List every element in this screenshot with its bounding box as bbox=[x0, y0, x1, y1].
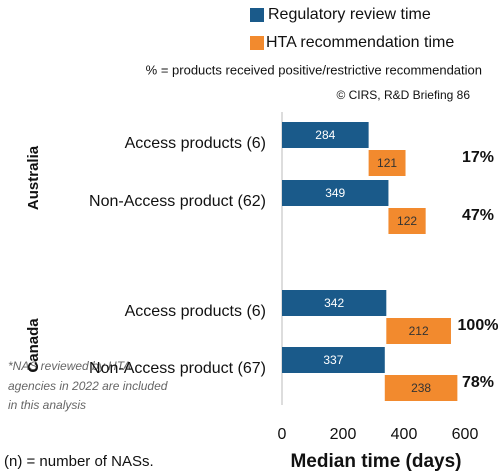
bar bbox=[282, 122, 369, 148]
group-label: Australia bbox=[25, 145, 42, 210]
share-label: 17% bbox=[462, 149, 494, 166]
category-label: Access products (6) bbox=[125, 303, 266, 320]
group-label: Canada bbox=[25, 318, 42, 373]
source: © CIRS, R&D Briefing 86 bbox=[336, 88, 470, 102]
bar bbox=[384, 375, 458, 401]
x-tick-label: 200 bbox=[330, 426, 357, 443]
key: (n) = number of NASs. bbox=[4, 453, 154, 470]
x-tick-label: 600 bbox=[452, 426, 479, 443]
share-label: 100% bbox=[458, 317, 499, 334]
bar bbox=[282, 180, 389, 206]
footnote: *NAS reviewed by HTA bbox=[8, 359, 131, 373]
bar bbox=[388, 208, 426, 234]
x-tick-label: 400 bbox=[391, 426, 418, 443]
value-label: 212 bbox=[409, 324, 429, 338]
value-label: 342 bbox=[324, 296, 344, 310]
legend-label: HTA recommendation time bbox=[266, 34, 454, 51]
legend-swatch bbox=[250, 8, 264, 22]
footnote: in this analysis bbox=[8, 398, 86, 412]
x-tick-label: 0 bbox=[278, 426, 287, 443]
category-label: Access products (6) bbox=[125, 135, 266, 152]
bar bbox=[282, 347, 385, 373]
value-label: 284 bbox=[315, 128, 335, 142]
share-label: 78% bbox=[462, 374, 494, 391]
value-label: 349 bbox=[325, 186, 345, 200]
value-label: 337 bbox=[323, 353, 343, 367]
value-label: 238 bbox=[411, 381, 431, 395]
value-label: 121 bbox=[377, 156, 397, 170]
bar bbox=[386, 318, 451, 344]
footnote: agencies in 2022 are included bbox=[8, 379, 168, 393]
note: % = products received positive/restricti… bbox=[146, 62, 482, 77]
category-label: Non-Access product (67) bbox=[89, 360, 266, 377]
value-label: 122 bbox=[397, 214, 417, 228]
bar bbox=[282, 290, 387, 316]
bar bbox=[368, 150, 406, 176]
share-label: 47% bbox=[462, 207, 494, 224]
x-axis-title: Median time (days) bbox=[290, 451, 461, 472]
legend-label: Regulatory review time bbox=[268, 6, 431, 23]
legend-swatch bbox=[250, 36, 264, 50]
category-label: Non-Access product (62) bbox=[89, 193, 266, 210]
